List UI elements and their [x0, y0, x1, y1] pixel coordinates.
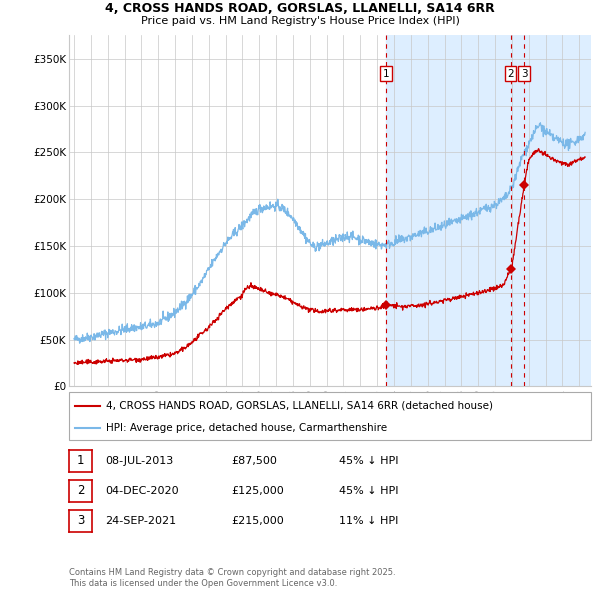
- Text: £125,000: £125,000: [231, 486, 284, 496]
- Text: £87,500: £87,500: [231, 456, 277, 466]
- Text: Contains HM Land Registry data © Crown copyright and database right 2025.
This d: Contains HM Land Registry data © Crown c…: [69, 568, 395, 588]
- Text: 45% ↓ HPI: 45% ↓ HPI: [339, 456, 398, 466]
- FancyBboxPatch shape: [69, 392, 591, 440]
- Text: £215,000: £215,000: [231, 516, 284, 526]
- Text: 3: 3: [521, 69, 527, 79]
- Text: 24-SEP-2021: 24-SEP-2021: [105, 516, 176, 526]
- Text: 1: 1: [383, 69, 389, 79]
- Text: 3: 3: [77, 514, 84, 527]
- Text: 08-JUL-2013: 08-JUL-2013: [105, 456, 173, 466]
- Text: 45% ↓ HPI: 45% ↓ HPI: [339, 486, 398, 496]
- Text: 2: 2: [77, 484, 84, 497]
- Text: 4, CROSS HANDS ROAD, GORSLAS, LLANELLI, SA14 6RR (detached house): 4, CROSS HANDS ROAD, GORSLAS, LLANELLI, …: [106, 401, 493, 411]
- Text: 11% ↓ HPI: 11% ↓ HPI: [339, 516, 398, 526]
- Text: Price paid vs. HM Land Registry's House Price Index (HPI): Price paid vs. HM Land Registry's House …: [140, 16, 460, 26]
- Text: 2: 2: [507, 69, 514, 79]
- Text: 1: 1: [77, 454, 84, 467]
- Bar: [386, 35, 593, 386]
- Text: 04-DEC-2020: 04-DEC-2020: [105, 486, 179, 496]
- Text: 4, CROSS HANDS ROAD, GORSLAS, LLANELLI, SA14 6RR: 4, CROSS HANDS ROAD, GORSLAS, LLANELLI, …: [105, 2, 495, 15]
- Text: HPI: Average price, detached house, Carmarthenshire: HPI: Average price, detached house, Carm…: [106, 423, 386, 432]
